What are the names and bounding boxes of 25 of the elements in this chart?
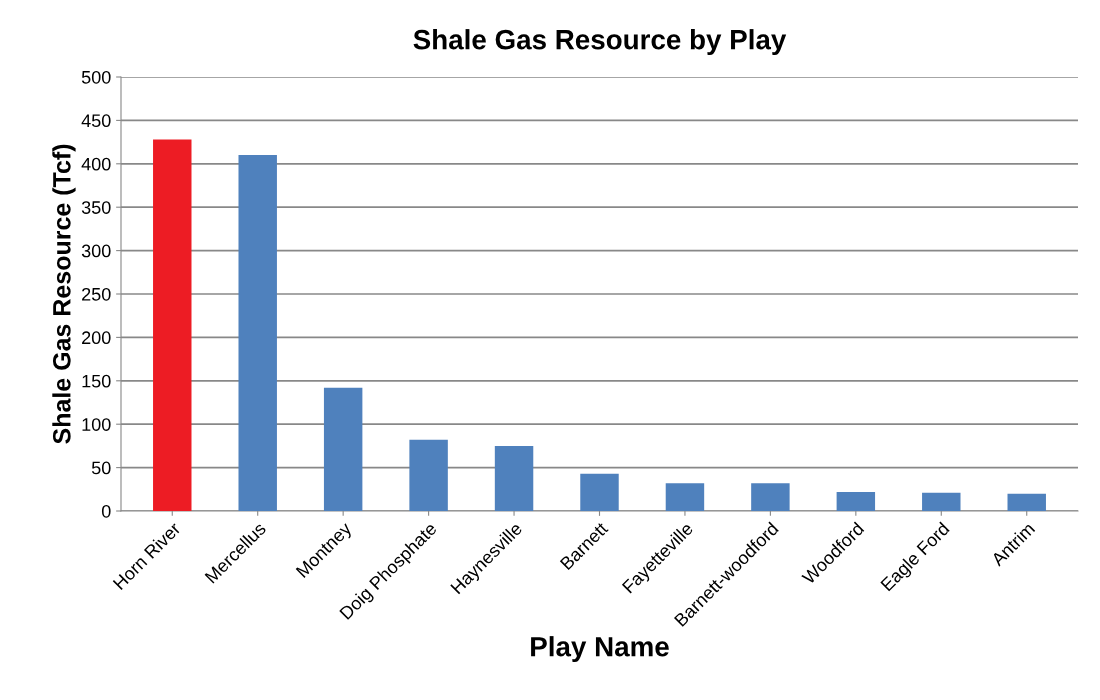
y-tick-label: 250	[82, 287, 111, 301]
bar	[409, 439, 448, 511]
bar	[1007, 493, 1046, 511]
y-tick-label: 150	[82, 374, 111, 388]
y-axis-title: Shale Gas Resource (Tcf)	[52, 144, 76, 444]
bar	[665, 483, 705, 511]
y-tick-label: 200	[82, 331, 111, 345]
chart-title: Shale Gas Resource by Play	[413, 29, 787, 55]
y-tick-label: 450	[81, 114, 111, 128]
y-tick-label: 500	[81, 70, 111, 84]
y-tick-label: 400	[81, 157, 111, 171]
bar	[580, 473, 619, 511]
bar	[922, 492, 961, 511]
y-tick-label: 100	[82, 418, 111, 431]
bar	[153, 139, 192, 511]
bar	[323, 387, 363, 511]
y-tick-label: 300	[81, 244, 111, 258]
bar	[238, 155, 277, 511]
bar	[494, 445, 534, 511]
y-tick-label: 350	[81, 201, 111, 214]
bar	[836, 491, 876, 511]
bar	[751, 483, 790, 511]
y-tick-label: 0	[101, 504, 111, 518]
y-tick-label: 50	[91, 461, 111, 475]
x-axis-title: Play Name	[531, 636, 669, 662]
